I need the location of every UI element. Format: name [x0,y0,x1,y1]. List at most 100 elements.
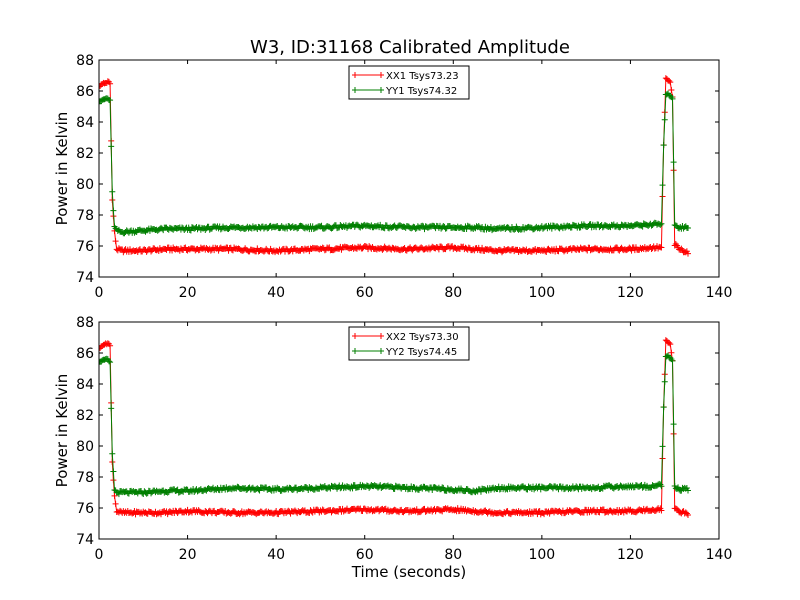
y-axis-label: Power in Kelvin [53,374,71,488]
legend-label: XX2 Tsys73.30 [386,332,459,343]
data-point [667,79,674,86]
legend-box [348,65,470,100]
data-point [669,95,676,102]
plot-area [99,337,691,518]
x-tick-label: 100 [528,547,555,563]
data-point [115,491,122,498]
data-point [107,342,114,349]
series-line [99,354,689,496]
plot-area [99,75,691,257]
x-tick-label: 40 [267,547,285,563]
x-tick-label: 100 [528,285,555,301]
data-point [659,182,666,189]
data-point [667,341,674,348]
y-tick-label: 76 [76,239,94,255]
y-tick-label: 88 [76,315,94,331]
legend: XX2 Tsys73.30 YY2 Tsys74.45 [348,326,470,361]
data-point [661,116,668,123]
x-tick-label: 140 [706,285,733,301]
data-point [661,378,668,385]
series-yy [99,352,691,498]
data-point [349,485,356,492]
y-tick-label: 80 [76,177,94,193]
x-tick-label: 80 [444,285,462,301]
legend-marker [352,348,358,354]
bottom-panel: 0 20 40 60 80 100 120 140 74 76 78 80 82 84 86 88 Power … [53,315,732,581]
data-point [685,487,691,494]
y-tick-label: 76 [76,501,94,517]
axes-frame [98,321,720,540]
data-point [658,244,665,251]
data-point [659,443,666,450]
y-axis-label: Power in Kelvin [53,112,71,226]
data-point [112,238,119,245]
data-point [657,221,664,228]
data-point [667,354,674,361]
y-tick-label: 82 [76,146,94,162]
data-point [658,220,665,227]
data-point [658,483,665,490]
data-point [670,421,677,428]
legend-label: YY2 Tsys74.45 [385,347,457,358]
x-tick-label: 0 [95,285,104,301]
x-tick-label: 60 [356,547,374,563]
data-point [107,359,114,366]
data-point [475,223,482,230]
series-yy [99,90,691,237]
y-tick-label: 88 [76,53,94,69]
x-tick-label: 0 [95,547,104,563]
legend: XX1 Tsys73.23 YY1 Tsys74.32 [348,65,470,100]
figure-title: W3, ID:31168 Calibrated Amplitude [250,37,570,58]
data-point [108,143,115,150]
legend-marker [352,72,358,78]
data-point [666,77,673,84]
data-point [685,250,691,257]
legend-marker [378,72,384,78]
data-point [660,142,667,149]
data-point [670,159,677,166]
x-tick-label: 20 [179,547,197,563]
data-point [111,492,118,499]
data-point [668,349,675,356]
legend-box [348,326,470,361]
x-tick-label: 60 [356,285,374,301]
y-tick-label: 74 [76,532,94,548]
data-point [667,92,674,99]
data-point [379,246,386,253]
data-point [658,507,665,514]
y-tick-label: 86 [76,346,94,362]
x-tick-label: 120 [617,547,644,563]
data-point [148,248,155,255]
data-point [107,97,114,104]
legend-marker [378,87,384,93]
data-point [669,357,676,364]
data-point [110,207,117,214]
data-point [112,500,119,507]
series-xx [99,337,691,518]
legend-label: YY1 Tsys74.32 [385,86,457,97]
x-tick-label: 80 [444,547,462,563]
x-tick-label: 140 [706,547,733,563]
data-point [685,225,691,232]
data-point [108,405,115,412]
legend-marker [352,87,358,93]
x-tick-label: 20 [179,285,197,301]
legend-marker [352,333,358,339]
data-point [543,248,550,255]
y-tick-label: 74 [76,270,94,286]
x-tick-label: 120 [617,285,644,301]
x-axis-label: Time (seconds) [351,563,467,581]
data-point [105,358,112,365]
y-tick-label: 80 [76,439,94,455]
y-tick-label: 84 [76,115,94,131]
legend-label: XX1 Tsys73.23 [386,71,459,82]
data-point [666,339,673,346]
data-point [439,484,446,491]
data-point [107,80,114,87]
data-point [668,87,675,94]
legend-marker [378,348,384,354]
data-point [109,188,116,195]
data-point [683,484,690,491]
data-point [109,450,116,457]
